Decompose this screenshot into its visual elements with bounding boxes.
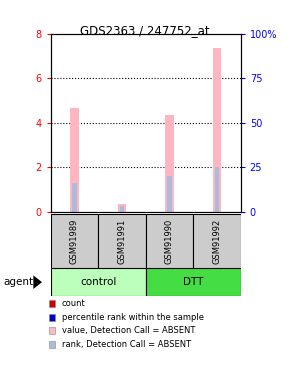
Bar [193, 214, 241, 268]
Bar [165, 115, 174, 212]
Bar [51, 214, 98, 268]
Bar [146, 214, 193, 268]
Bar [213, 48, 221, 212]
Text: DTT: DTT [183, 277, 203, 287]
Text: GSM91989: GSM91989 [70, 218, 79, 264]
Bar [215, 167, 219, 212]
Bar [118, 204, 126, 212]
Bar [167, 176, 172, 212]
Bar [98, 214, 146, 268]
Text: rank, Detection Call = ABSENT: rank, Detection Call = ABSENT [62, 340, 191, 349]
Bar [51, 268, 146, 296]
Text: GSM91990: GSM91990 [165, 218, 174, 264]
Text: GDS2363 / 247752_at: GDS2363 / 247752_at [80, 24, 210, 38]
Bar [70, 108, 79, 212]
Text: GSM91991: GSM91991 [117, 218, 126, 264]
Text: GSM91992: GSM91992 [213, 218, 222, 264]
Text: percentile rank within the sample: percentile rank within the sample [62, 313, 204, 322]
Bar [120, 206, 124, 212]
Text: control: control [80, 277, 116, 287]
Text: value, Detection Call = ABSENT: value, Detection Call = ABSENT [62, 326, 195, 335]
Text: count: count [62, 299, 86, 308]
Bar [72, 183, 77, 212]
Text: agent: agent [3, 277, 33, 287]
Bar [146, 268, 241, 296]
